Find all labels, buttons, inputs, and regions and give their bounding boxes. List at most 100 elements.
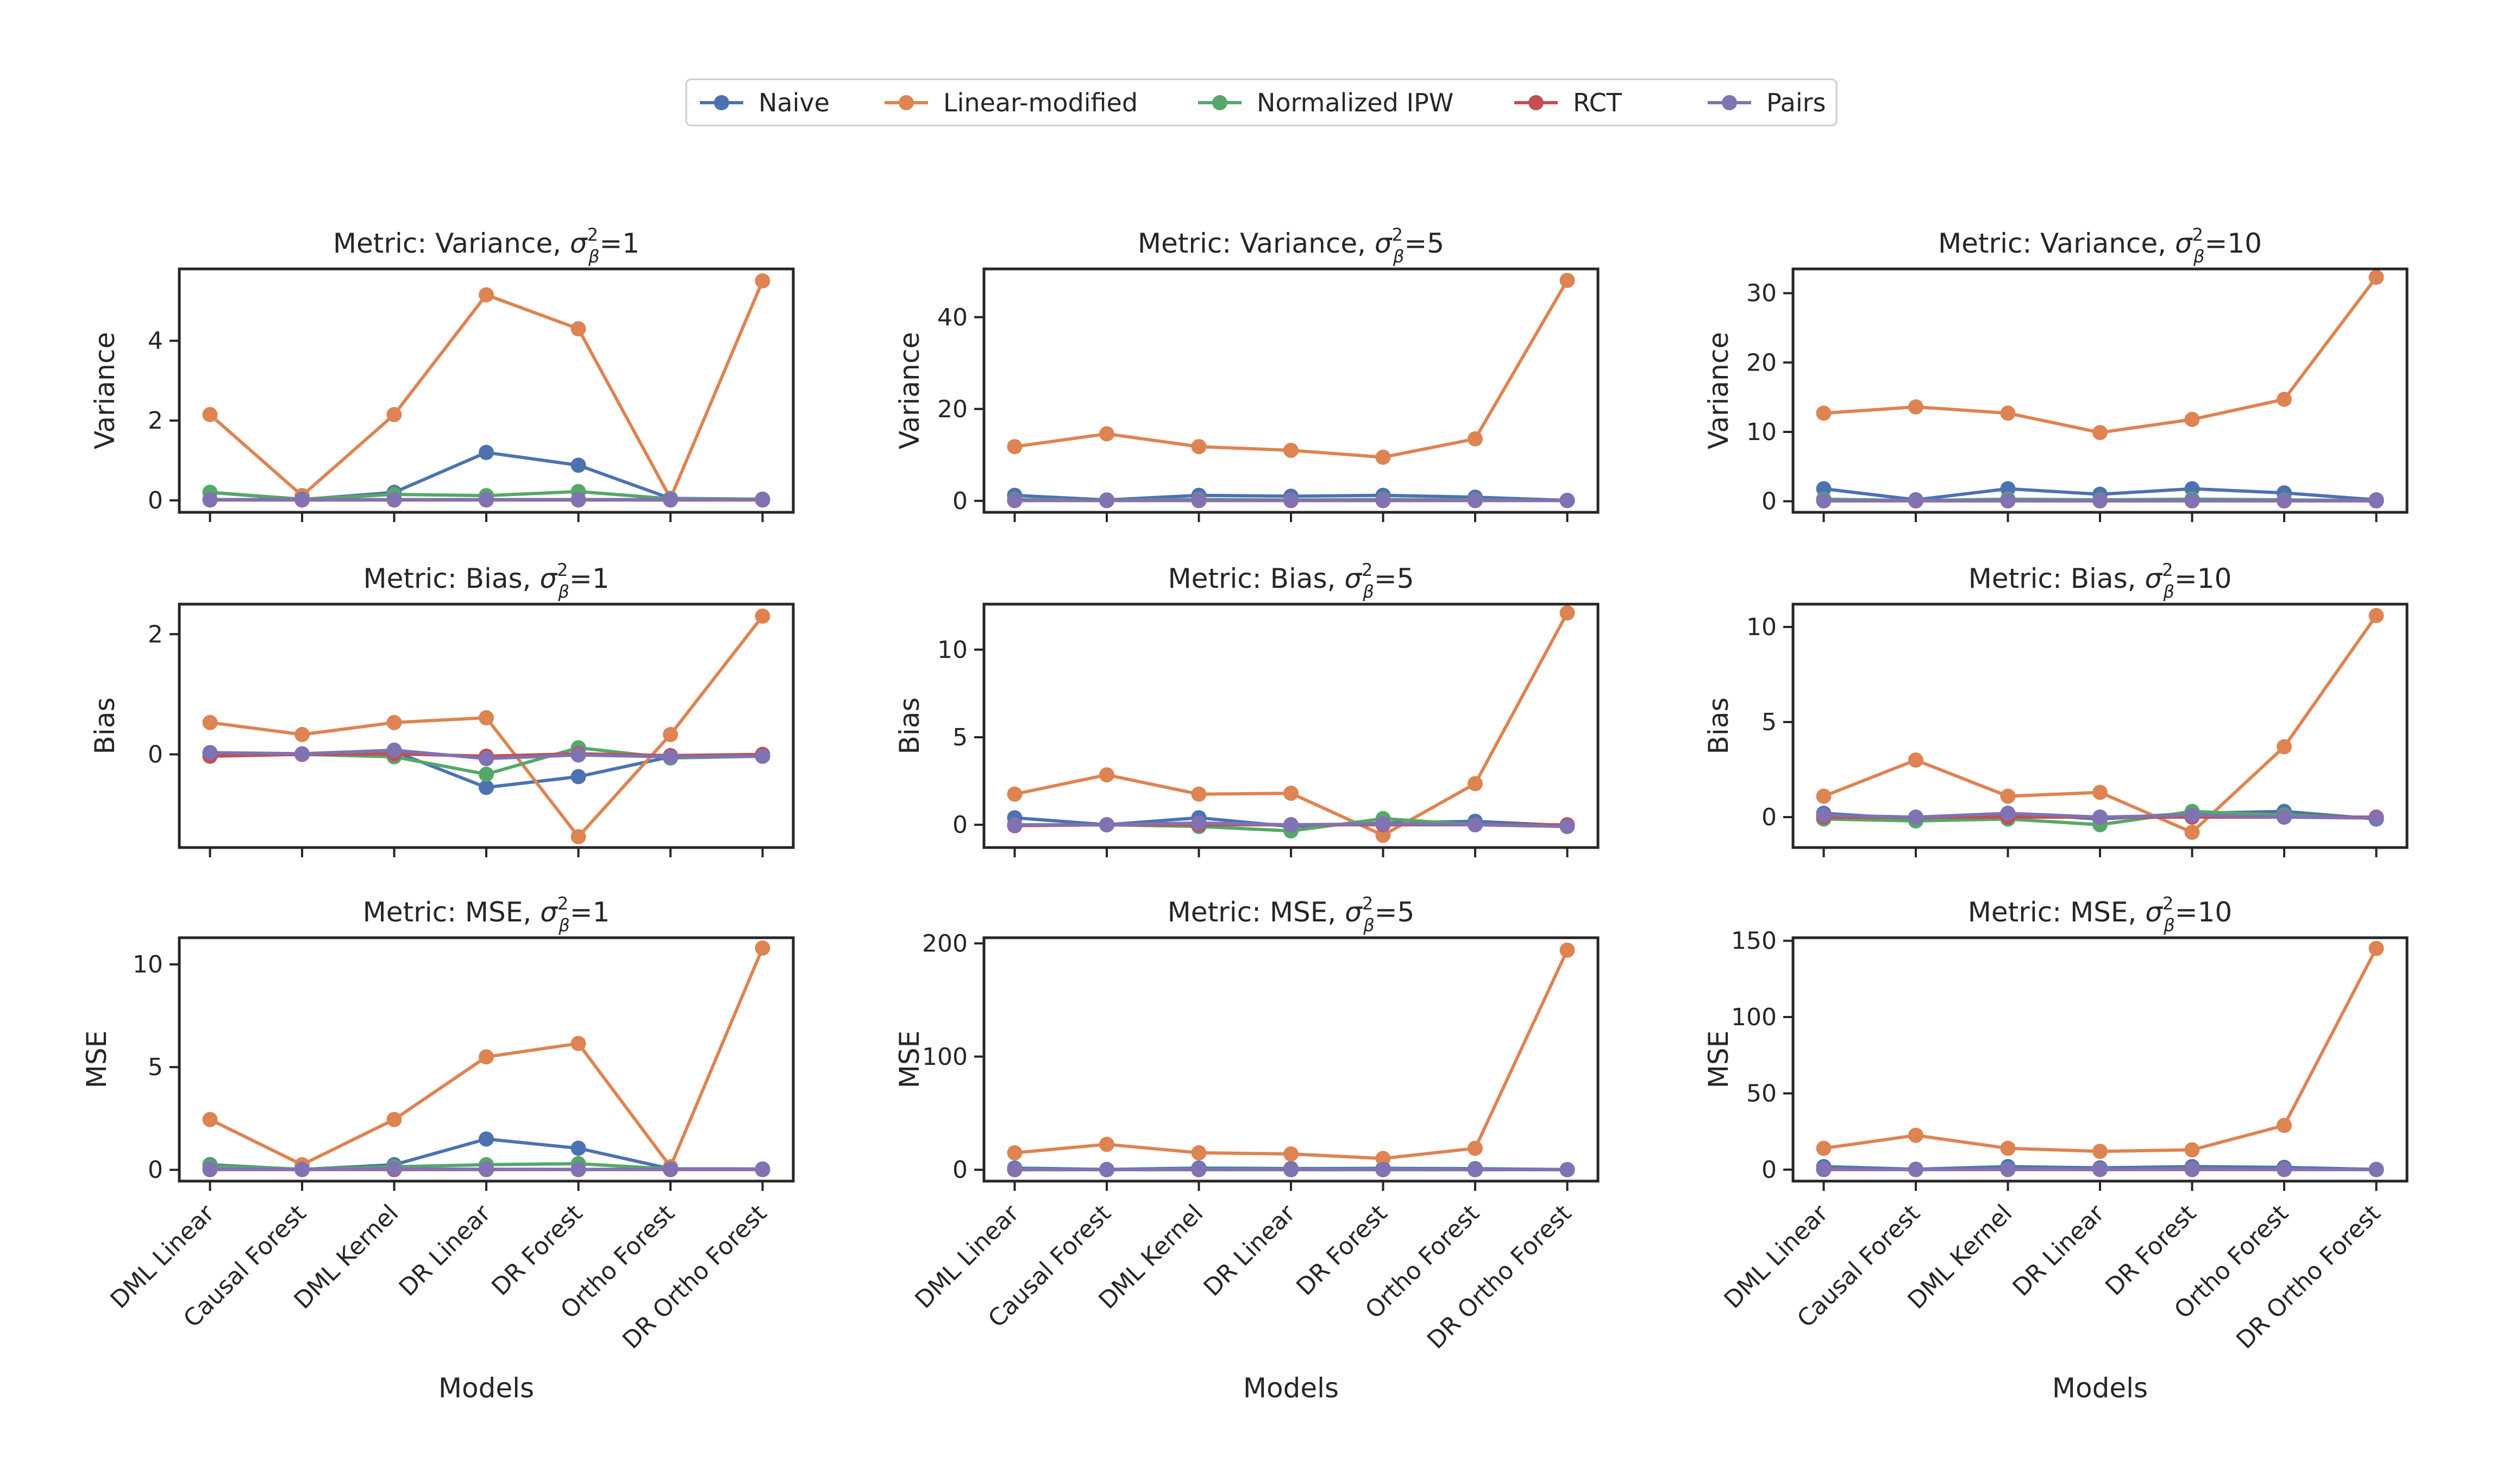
data-point-linear-modified [1559, 273, 1575, 288]
data-point-linear-modified [1908, 1127, 1923, 1143]
data-point-linear-modified [1191, 439, 1207, 455]
x-tick-label: DR Forest [486, 1200, 588, 1301]
y-tick-label: 20 [937, 396, 968, 423]
data-point-pairs [294, 492, 310, 507]
y-tick-label: 0 [1762, 1156, 1777, 1184]
data-point-linear-modified [2092, 1144, 2108, 1159]
data-point-linear-modified [1099, 1137, 1114, 1152]
y-axis-label: Bias [894, 698, 925, 755]
y-tick-label: 2 [148, 620, 163, 648]
data-point-pairs [386, 492, 402, 507]
data-point-linear-modified [479, 1049, 494, 1065]
legend-label: Pairs [1766, 88, 1826, 117]
data-point-pairs [2368, 493, 2384, 509]
legend-label: RCT [1573, 88, 1622, 117]
subplot-title: Metric: Bias, σ2 β=1 [363, 560, 609, 602]
data-point-linear-modified [1283, 1146, 1299, 1162]
data-point-linear-modified [386, 407, 402, 423]
data-point-linear-modified [2000, 788, 2016, 804]
data-point-linear-modified [1191, 1145, 1207, 1160]
y-tick-label: 10 [1746, 613, 1777, 641]
data-point-pairs [2277, 493, 2292, 509]
data-point-linear-modified [2277, 392, 2292, 407]
y-tick-label: 150 [1731, 927, 1777, 955]
data-point-linear-modified [202, 1112, 218, 1127]
data-point-pairs [1375, 816, 1391, 832]
x-tick-label: DR Forest [1291, 1200, 1393, 1301]
y-tick-label: 10 [1746, 418, 1777, 446]
series-line-linear-modified [1014, 612, 1569, 837]
plot-frame [982, 603, 1600, 849]
series-line-linear-modified [1014, 279, 1569, 459]
data-point-pairs [1191, 815, 1207, 831]
data-point-pairs [1559, 1162, 1575, 1177]
data-point-pairs [1283, 493, 1299, 508]
data-point-pairs [202, 492, 218, 507]
data-point-pairs [1908, 493, 1923, 509]
legend-item-normalized-ipw: Normalized IPW [1198, 88, 1453, 117]
data-point-linear-modified [2000, 405, 2016, 421]
data-point-linear-modified [1559, 942, 1575, 958]
data-point-linear-modified [1375, 827, 1391, 843]
data-point-pairs [2000, 806, 2016, 821]
y-tick-label: 0 [952, 1156, 968, 1184]
data-point-linear-modified [202, 407, 218, 423]
data-point-naive [571, 1140, 586, 1156]
subplot-title: Metric: MSE, σ2 β=10 [1968, 893, 2232, 936]
data-point-linear-modified [2368, 608, 2384, 623]
data-point-linear-modified [1007, 786, 1023, 802]
y-tick-label: 10 [133, 951, 163, 978]
data-point-pairs [1468, 1162, 1483, 1177]
data-point-linear-modified [1816, 1140, 1832, 1156]
y-tick-label: 0 [1762, 488, 1777, 516]
data-point-pairs [1816, 1162, 1832, 1177]
x-axis-label: Models [1243, 1372, 1339, 1404]
data-point-pairs [571, 747, 586, 763]
legend-label: Normalized IPW [1257, 88, 1453, 117]
data-point-pairs [2092, 493, 2108, 509]
series-line-linear-modified [1823, 276, 2378, 435]
legend-label: Naive [758, 88, 830, 117]
x-tick-label: DR Forest [2100, 1200, 2202, 1301]
data-point-pairs [2092, 810, 2108, 825]
data-point-pairs [386, 1161, 402, 1177]
x-tick-label: DR Linear [1199, 1199, 1301, 1302]
data-point-linear-modified [2092, 785, 2108, 800]
subplots: Metric: Variance, σ2 β=1024VarianceMetric… [81, 224, 2409, 1404]
y-tick-label: 0 [952, 487, 968, 515]
x-tick-label: DR Linear [394, 1199, 497, 1302]
data-point-linear-modified [479, 287, 494, 303]
data-point-linear-modified [294, 727, 310, 742]
data-point-pairs [755, 748, 770, 764]
y-axis-label: Bias [1703, 698, 1734, 755]
data-point-linear-modified [2184, 1142, 2200, 1158]
y-tick-label: 100 [1731, 1003, 1777, 1031]
data-point-linear-modified [2368, 269, 2384, 285]
data-point-linear-modified [1468, 431, 1483, 447]
plot-frame [178, 936, 795, 1183]
data-point-naive [479, 780, 494, 795]
y-tick-label: 100 [922, 1043, 968, 1071]
data-point-linear-modified [2184, 825, 2200, 840]
data-point-pairs [2184, 1162, 2200, 1177]
data-point-pairs [294, 1162, 310, 1177]
data-point-linear-modified [2000, 1140, 2016, 1156]
data-point-linear-modified [1816, 788, 1832, 804]
subplot-title: Metric: MSE, σ2 β=5 [1168, 893, 1415, 936]
data-point-linear-modified [1375, 449, 1391, 465]
data-point-linear-modified [479, 710, 494, 726]
legend-marker [899, 95, 914, 110]
data-point-linear-modified [1816, 405, 1832, 421]
y-tick-label: 200 [922, 930, 968, 957]
data-point-pairs [2184, 493, 2200, 509]
data-point-pairs [1559, 493, 1575, 508]
legend: Naive Linear-modified Normalized IPW RCT Pai… [685, 78, 1838, 127]
y-tick-label: 50 [1746, 1080, 1777, 1107]
data-point-linear-modified [571, 321, 586, 337]
legend-marker [1528, 95, 1544, 110]
y-axis-label: MSE [1703, 1031, 1734, 1088]
y-tick-label: 30 [1746, 280, 1777, 308]
y-axis-label: Variance [89, 332, 121, 449]
